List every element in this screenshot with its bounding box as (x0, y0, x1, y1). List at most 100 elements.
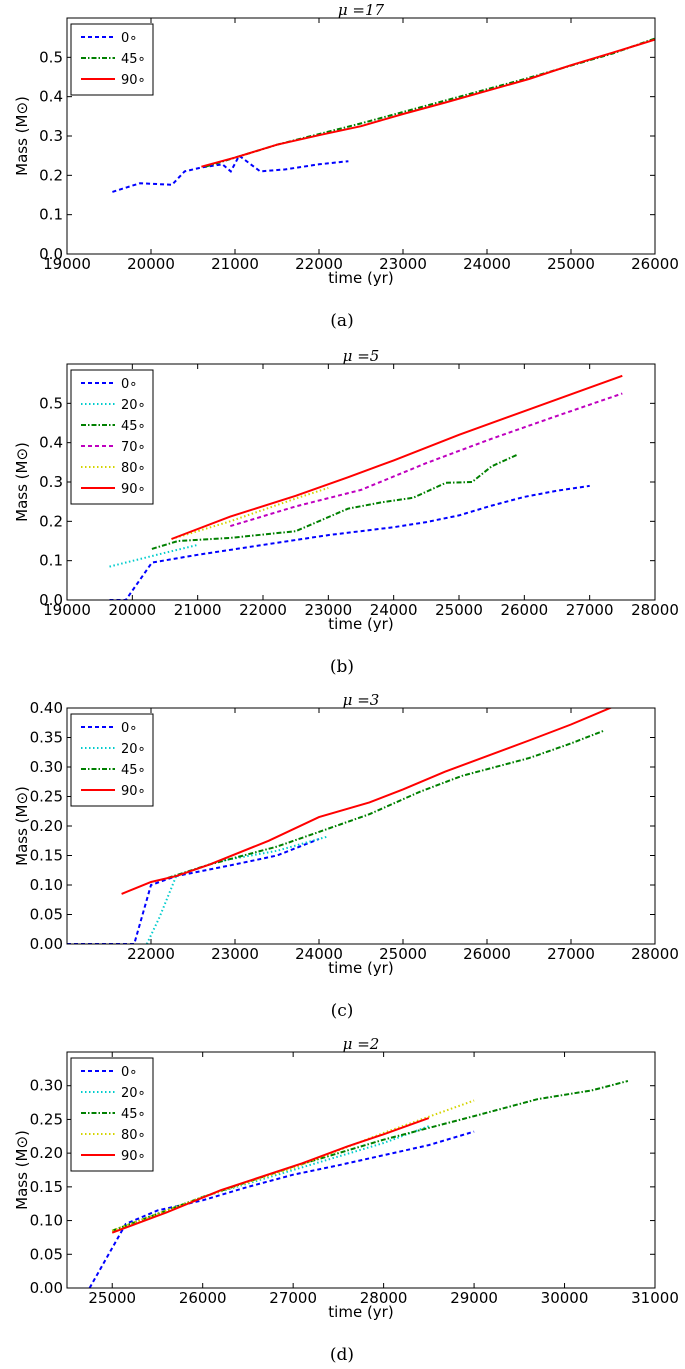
y-axis-label: Mass (M⊙) (13, 786, 31, 866)
x-tick-label: 28000 (631, 601, 679, 619)
x-tick-label: 22000 (295, 255, 343, 273)
legend-entry: 80∘ (121, 1128, 146, 1143)
x-axis-label: time (yr) (328, 959, 393, 977)
y-axis-label: Mass (M⊙) (13, 442, 31, 522)
y-tick-label: 0.5 (39, 48, 63, 66)
series-group (109, 374, 623, 600)
y-tick-label: 0.20 (30, 1144, 63, 1162)
x-tick-label: 23000 (304, 601, 352, 619)
series-line-0deg (88, 1130, 475, 1288)
y-tick-label: 0.4 (39, 434, 63, 452)
y-tick-label: 0.15 (30, 1178, 63, 1196)
x-axis-label: time (yr) (328, 269, 393, 287)
chart-panel-2: 19000 20000 21000 22000 23000 24000 25000 26000… (13, 347, 679, 677)
legend-entry: 45∘ (121, 52, 146, 67)
legend-entry: 45∘ (121, 419, 146, 434)
series-line-90deg (121, 708, 613, 895)
legend-entry: 20∘ (121, 742, 146, 757)
series-group (112, 37, 655, 193)
plot-frame (66, 707, 656, 945)
y-tick-label: 0.00 (30, 1279, 63, 1297)
y-tick-label: 0.10 (30, 876, 63, 894)
x-tick-label: 20000 (108, 601, 156, 619)
x-tick-label: 31000 (631, 1289, 679, 1307)
series-line-70deg (230, 392, 623, 528)
chart-panel-3: 22000 23000 24000 25000 26000 27000 28000 0.00 0… (13, 691, 679, 1021)
x-tick-label: 24000 (295, 945, 343, 963)
panel-caption: (a) (330, 311, 353, 331)
legend-box (70, 369, 154, 505)
y-tick-label: 0.4 (39, 88, 63, 106)
x-tick-label: 26000 (631, 255, 679, 273)
x-tick-label: 24000 (370, 601, 418, 619)
x-tick-label: 25000 (379, 945, 427, 963)
y-axis-label: Mass (M⊙) (13, 96, 31, 176)
series-line-45deg (151, 453, 519, 550)
series-group (88, 1080, 629, 1288)
x-axis-label: time (yr) (328, 615, 393, 633)
x-tick-label: 23000 (211, 945, 259, 963)
y-tick-label: 0.1 (39, 206, 63, 224)
plot-frame (66, 1051, 656, 1289)
x-tick-label: 19000 (43, 601, 91, 619)
x-tick-label: 27000 (269, 1289, 317, 1307)
x-tick-label: 26000 (463, 945, 511, 963)
legend-entry: 0∘ (121, 1065, 137, 1080)
y-tick-label: 0.15 (30, 847, 63, 865)
x-tick-label: 28000 (631, 945, 679, 963)
y-tick-label: 0.25 (30, 1110, 63, 1128)
series-line-80deg (171, 486, 329, 540)
x-tick-label: 29000 (450, 1289, 498, 1307)
legend-entry: 45∘ (121, 763, 146, 778)
series-line-90deg (201, 38, 655, 168)
y-tick-label: 0.2 (39, 512, 63, 530)
x-tick-label: 30000 (541, 1289, 589, 1307)
y-tick-label: 0.20 (30, 817, 63, 835)
legend-entry: 0∘ (121, 377, 137, 392)
x-tick-label: 27000 (547, 945, 595, 963)
plot-frame (66, 363, 656, 601)
series-line-90deg (111, 1117, 430, 1234)
x-tick-label: 20000 (127, 255, 175, 273)
chart-panel-4: 25000 26000 27000 28000 29000 30000 31000 0.00 0… (13, 1035, 679, 1365)
series-line-20deg (109, 543, 198, 568)
legend-entry: 0∘ (121, 721, 137, 736)
series-line-0deg (67, 838, 320, 944)
panel-title: μ =3 (343, 691, 380, 709)
series-line-90deg (171, 374, 623, 540)
y-tick-label: 0.3 (39, 127, 63, 145)
y-tick-label: 0.30 (30, 1077, 63, 1095)
y-axis-label: Mass (M⊙) (13, 1130, 31, 1210)
x-tick-label: 27000 (566, 601, 614, 619)
legend-entry: 45∘ (121, 1107, 146, 1122)
legend-entry: 0∘ (121, 31, 137, 46)
x-axis-label: time (yr) (328, 1303, 393, 1321)
legend-entry: 80∘ (121, 461, 146, 476)
x-tick-label: 25000 (547, 255, 595, 273)
legend-entry: 20∘ (121, 1086, 146, 1101)
legend-entry: 90∘ (121, 784, 146, 799)
x-tick-label: 23000 (379, 255, 427, 273)
plot-frame (66, 17, 656, 255)
y-tick-label: 0.1 (39, 552, 63, 570)
x-tick-label: 21000 (174, 601, 222, 619)
legend-entry: 90∘ (121, 73, 146, 88)
y-tick-label: 0.30 (30, 758, 63, 776)
x-tick-label: 24000 (463, 255, 511, 273)
y-tick-label: 0.2 (39, 166, 63, 184)
series-line-45deg (167, 729, 605, 879)
y-tick-label: 0.0 (39, 245, 63, 263)
legend-box (70, 23, 154, 96)
y-tick-label: 0.35 (30, 729, 63, 747)
series-line-45deg (111, 1080, 629, 1232)
series-line-80deg (111, 1099, 475, 1232)
legend-entry: 20∘ (121, 398, 146, 413)
panel-title: μ =5 (343, 347, 380, 365)
y-tick-label: 0.05 (30, 906, 63, 924)
panel-caption: (d) (330, 1345, 354, 1365)
y-tick-label: 0.00 (30, 935, 63, 953)
y-tick-label: 0.3 (39, 473, 63, 491)
y-tick-label: 0.5 (39, 394, 63, 412)
